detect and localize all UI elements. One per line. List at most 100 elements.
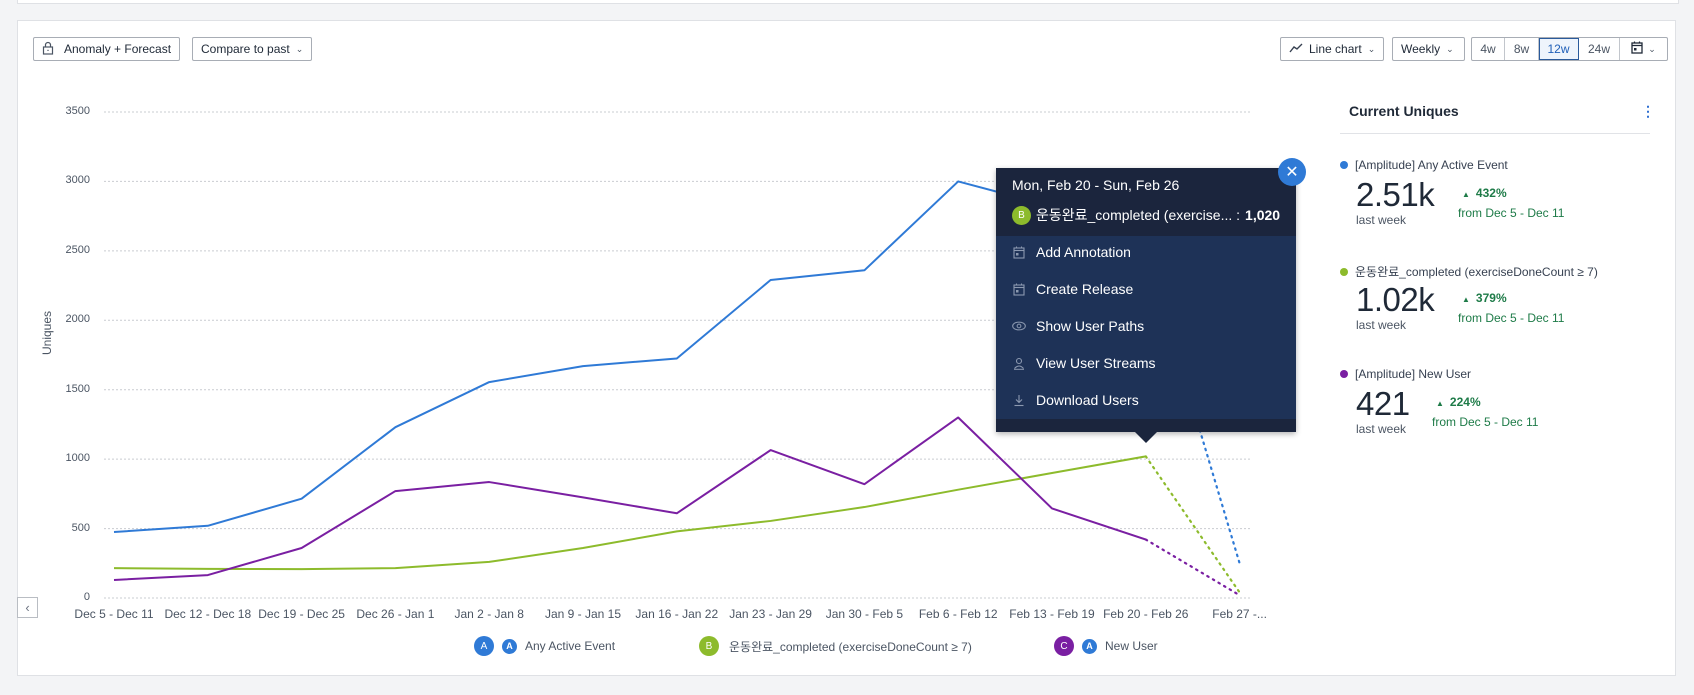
metric-sub: last week <box>1356 213 1407 227</box>
lock-icon <box>42 41 54 58</box>
data-point[interactable] <box>1049 505 1055 511</box>
data-point[interactable] <box>768 447 774 453</box>
x-tick-label: Feb 6 - Feb 12 <box>918 607 998 621</box>
show-user-paths-action[interactable]: Show User Paths <box>1012 318 1144 334</box>
data-point[interactable] <box>1237 560 1243 566</box>
download-icon <box>1012 393 1026 407</box>
data-point[interactable] <box>299 496 305 502</box>
data-point[interactable] <box>674 510 680 516</box>
data-point[interactable] <box>580 363 586 369</box>
metric-change: 432% <box>1475 186 1507 200</box>
more-options-icon[interactable]: ⋮ <box>1641 103 1655 119</box>
data-point[interactable] <box>768 518 774 524</box>
tooltip-series-name: 운동완료_completed (exercise... : <box>1036 207 1241 223</box>
date-range-selector: 4w 8w 12w 24w ⌄ <box>1471 37 1668 61</box>
data-point[interactable] <box>392 565 398 571</box>
data-point[interactable] <box>1049 470 1055 476</box>
data-point[interactable] <box>861 267 867 273</box>
series-line-3[interactable] <box>113 416 1147 581</box>
data-point[interactable] <box>955 487 961 493</box>
data-point[interactable] <box>955 178 961 184</box>
data-point[interactable] <box>486 479 492 485</box>
metric-sub: last week <box>1356 318 1407 332</box>
tooltip-date: Mon, Feb 20 - Sun, Feb 26 <box>1012 177 1180 193</box>
close-tooltip-button[interactable]: ✕ <box>1278 158 1306 186</box>
range-24w[interactable]: 24w <box>1579 38 1620 60</box>
chevron-down-icon: ⌄ <box>1648 43 1656 54</box>
data-point[interactable] <box>861 481 867 487</box>
data-point[interactable] <box>205 523 211 529</box>
anomaly-forecast-label: Anomaly + Forecast <box>64 42 172 56</box>
data-point[interactable] <box>299 566 305 572</box>
data-point[interactable] <box>861 504 867 510</box>
up-arrow-icon: ▲ <box>1436 399 1444 408</box>
tooltip-series-value: 1,020 <box>1245 207 1281 223</box>
divider <box>1340 133 1650 134</box>
chart-type-dropdown[interactable]: Line chart ⌄ <box>1280 37 1384 61</box>
calendar-icon <box>1631 41 1643 57</box>
x-tick-label: Jan 2 - Jan 8 <box>454 607 524 621</box>
data-point[interactable] <box>111 577 117 583</box>
data-point[interactable] <box>392 488 398 494</box>
data-point[interactable] <box>1143 537 1149 543</box>
series-dot <box>1340 161 1348 169</box>
action-label: Create Release <box>1036 281 1134 297</box>
data-point[interactable] <box>674 355 680 361</box>
legend-badge: A <box>474 636 494 656</box>
series-forecast-line-3 <box>1144 538 1241 597</box>
up-arrow-icon: ▲ <box>1462 295 1470 304</box>
create-release-action[interactable]: Create Release <box>1012 281 1133 297</box>
x-tick-label: Feb 20 - Feb 26 <box>1103 607 1189 621</box>
data-point[interactable] <box>299 545 305 551</box>
chevron-down-icon: ⌄ <box>1367 43 1376 54</box>
action-label: Show User Paths <box>1036 318 1145 334</box>
data-point[interactable] <box>674 528 680 534</box>
data-point[interactable] <box>768 277 774 283</box>
data-point[interactable] <box>111 565 117 571</box>
data-point[interactable] <box>1237 592 1243 598</box>
tooltip-pointer <box>1135 432 1157 443</box>
legend-item-c[interactable]: C A New User <box>1054 636 1158 656</box>
metric-name: [Amplitude] New User <box>1355 367 1472 381</box>
add-annotation-action[interactable]: Add Annotation <box>1012 244 1131 260</box>
tooltip-header: Mon, Feb 20 - Sun, Feb 26 B 운동완료_complet… <box>996 168 1296 236</box>
y-tick-label: 2500 <box>65 243 90 256</box>
amplitude-icon: A <box>502 638 517 654</box>
amplitude-icon: A <box>1082 638 1097 654</box>
legend-item-a[interactable]: A A Any Active Event <box>474 636 615 656</box>
custom-date-button[interactable]: ⌄ <box>1620 38 1667 60</box>
data-point[interactable] <box>205 566 211 572</box>
interval-dropdown[interactable]: Weekly ⌄ <box>1392 37 1465 61</box>
data-point[interactable] <box>205 572 211 578</box>
top-panel-edge <box>17 0 1679 4</box>
action-label: View User Streams <box>1036 355 1156 371</box>
data-point[interactable] <box>580 545 586 551</box>
download-users-action[interactable]: Download Users <box>1012 392 1139 408</box>
series-line-2[interactable] <box>113 455 1146 571</box>
x-tick-label: Dec 26 - Jan 1 <box>356 607 435 621</box>
series-line-1[interactable] <box>113 180 1147 534</box>
range-12w[interactable]: 12w <box>1539 38 1579 60</box>
chart-type-label: Line chart <box>1309 42 1362 56</box>
y-tick-label: 2000 <box>65 313 90 326</box>
scroll-left-button[interactable]: ‹ <box>17 597 38 618</box>
range-4w[interactable]: 4w <box>1472 38 1505 60</box>
tooltip-footer <box>996 419 1296 432</box>
data-point[interactable] <box>486 559 492 565</box>
compare-to-past-dropdown[interactable]: Compare to past ⌄ <box>192 37 313 61</box>
data-point[interactable] <box>111 529 117 535</box>
data-point[interactable] <box>1143 453 1149 459</box>
data-point[interactable] <box>486 379 492 385</box>
view-user-streams-action[interactable]: View User Streams <box>1012 355 1156 371</box>
legend-item-b[interactable]: B 운동완료_completed (exerciseDoneCount ≥ 7) <box>699 636 972 656</box>
range-8w[interactable]: 8w <box>1505 38 1539 60</box>
series-badge: B <box>1012 205 1031 225</box>
metric-value: 1.02k <box>1356 281 1435 318</box>
data-point[interactable] <box>580 494 586 500</box>
data-point[interactable] <box>955 414 961 420</box>
x-tick-label: Feb 27 -... <box>1212 607 1267 621</box>
data-point[interactable] <box>392 424 398 430</box>
chevron-down-icon: ⌄ <box>1446 43 1454 54</box>
anomaly-forecast-button[interactable]: Anomaly + Forecast <box>33 37 181 61</box>
action-label: Add Annotation <box>1036 244 1131 260</box>
